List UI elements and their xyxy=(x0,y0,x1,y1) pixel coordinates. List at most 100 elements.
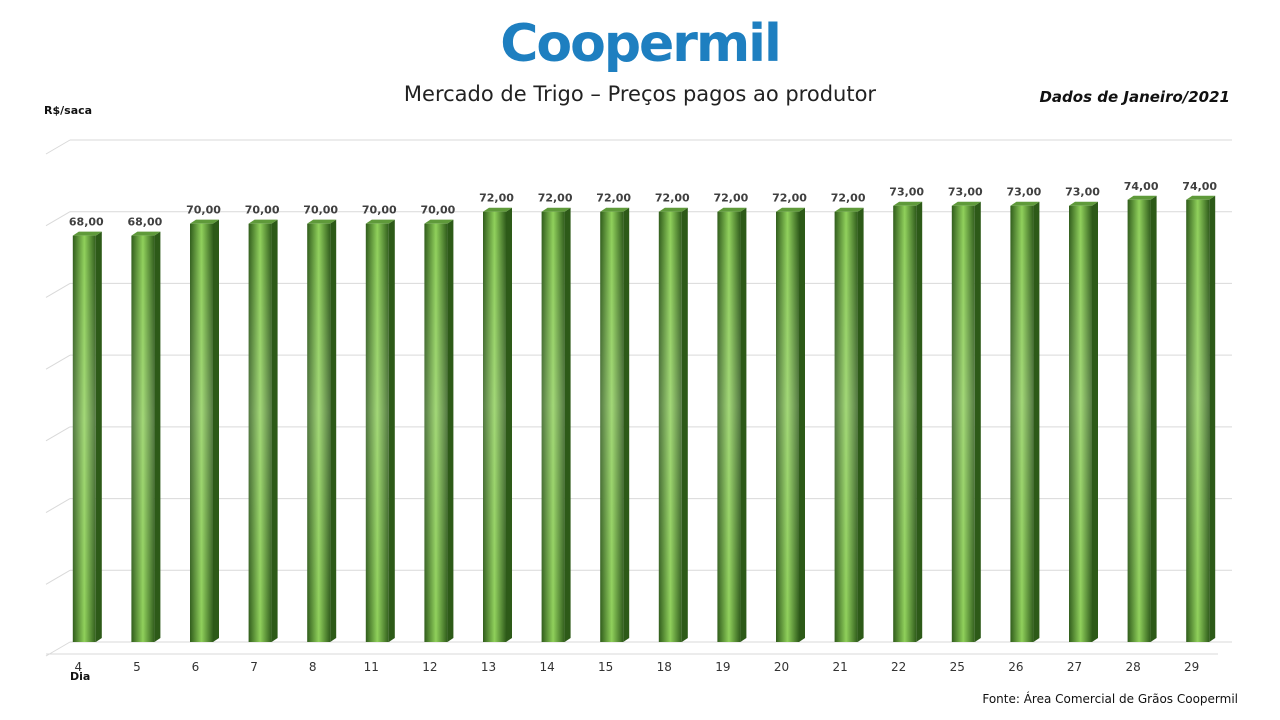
bar-highlight xyxy=(1069,205,1092,642)
chart-title: Mercado de Trigo – Preços pagos ao produ… xyxy=(403,82,877,106)
bar-highlight xyxy=(1010,205,1034,642)
x-tick-label: 26 xyxy=(1008,660,1023,674)
value-label: 73,00 xyxy=(889,186,924,199)
bar xyxy=(834,207,864,642)
value-label: 72,00 xyxy=(479,192,514,205)
value-label: 70,00 xyxy=(362,204,397,217)
value-label: 72,00 xyxy=(655,192,690,205)
bar-side xyxy=(213,219,219,642)
x-tick-label: 14 xyxy=(539,660,554,674)
bar-top xyxy=(1186,195,1216,200)
value-label: 70,00 xyxy=(421,204,456,217)
bar-top xyxy=(600,207,630,212)
source-note: Fonte: Área Comercial de Grãos Coopermil xyxy=(982,692,1238,706)
x-tick-label: 11 xyxy=(364,660,379,674)
x-tick-label: 28 xyxy=(1125,660,1140,674)
grid-line-depth xyxy=(45,139,71,155)
value-label: 72,00 xyxy=(538,192,573,205)
bar-highlight xyxy=(1186,199,1210,642)
bar xyxy=(307,219,337,642)
grid-line-depth xyxy=(45,282,71,298)
x-tick-label: 13 xyxy=(481,660,496,674)
bar-top xyxy=(951,201,981,206)
value-label: 74,00 xyxy=(1182,180,1217,193)
bar-highlight xyxy=(307,223,331,642)
x-tick-label: 19 xyxy=(715,660,730,674)
bar xyxy=(1127,195,1157,642)
x-tick-label: 5 xyxy=(133,660,141,674)
bar-side xyxy=(1092,201,1098,642)
value-label: 68,00 xyxy=(128,216,163,229)
bar-side xyxy=(857,207,864,642)
bar-highlight xyxy=(600,211,624,642)
bar xyxy=(541,207,571,642)
bar xyxy=(658,207,688,642)
value-label: 70,00 xyxy=(186,204,221,217)
bars xyxy=(72,195,1216,642)
x-tick-label: 25 xyxy=(950,660,965,674)
coopermil-logo: Coopermil xyxy=(500,14,782,74)
grid-line-depth xyxy=(45,426,71,442)
bar-highlight xyxy=(541,211,565,642)
bar-side xyxy=(1209,195,1216,642)
bar xyxy=(131,231,161,642)
value-label: 72,00 xyxy=(596,192,631,205)
bar xyxy=(483,207,512,642)
bar xyxy=(600,207,630,642)
bar xyxy=(248,219,278,642)
bar xyxy=(1010,201,1040,642)
bar-top xyxy=(717,207,747,212)
value-label: 72,00 xyxy=(831,192,866,205)
value-label: 68,00 xyxy=(69,216,104,229)
bar-side xyxy=(95,231,102,642)
bar xyxy=(424,219,454,642)
bar-top xyxy=(307,219,337,224)
bar-top xyxy=(776,207,805,212)
bar xyxy=(1069,201,1098,642)
bar-side xyxy=(447,219,454,642)
bar-top xyxy=(658,207,688,212)
bar-side xyxy=(271,219,278,642)
bar-top xyxy=(424,219,454,224)
grid-line-depth xyxy=(45,211,71,227)
x-tick-label: 6 xyxy=(192,660,200,674)
bar-highlight xyxy=(365,223,389,642)
x-tick-label: 12 xyxy=(422,660,437,674)
bar-highlight xyxy=(72,235,96,642)
x-tick-labels: 4 5 6 7 8 11 12 13 14 15 18 19 20 21 22 25 26 27 28 29 xyxy=(74,660,1199,674)
bar-top xyxy=(365,219,395,224)
x-tick-label: 27 xyxy=(1067,660,1082,674)
bar-top xyxy=(248,219,278,224)
bar-highlight xyxy=(190,223,213,642)
bar-highlight xyxy=(248,223,272,642)
bar xyxy=(776,207,805,642)
bar-highlight xyxy=(424,223,448,642)
x-tick-label: 7 xyxy=(250,660,258,674)
x-tick-label: 15 xyxy=(598,660,613,674)
value-label: 73,00 xyxy=(1007,186,1042,199)
bar-side xyxy=(799,207,805,642)
x-tick-label: 4 xyxy=(74,660,82,674)
bar-side xyxy=(974,201,981,642)
grid-line-depth xyxy=(45,569,71,585)
value-label: 73,00 xyxy=(1065,186,1100,199)
bar-side xyxy=(564,207,571,642)
bar-top xyxy=(893,201,923,206)
bar-top xyxy=(834,207,864,212)
value-label: 70,00 xyxy=(303,204,338,217)
bar-top xyxy=(483,207,512,212)
value-label: 74,00 xyxy=(1124,180,1159,193)
bar xyxy=(190,219,219,642)
bar-highlight xyxy=(776,211,799,642)
bar-highlight xyxy=(1127,199,1151,642)
bar-side xyxy=(681,207,688,642)
bar-side xyxy=(330,219,337,642)
grid-line-depth xyxy=(45,498,71,514)
bar-highlight xyxy=(658,211,682,642)
bar xyxy=(72,231,102,642)
bar xyxy=(717,207,747,642)
bar-top xyxy=(131,231,161,236)
bar-highlight xyxy=(483,211,506,642)
bar xyxy=(951,201,981,642)
